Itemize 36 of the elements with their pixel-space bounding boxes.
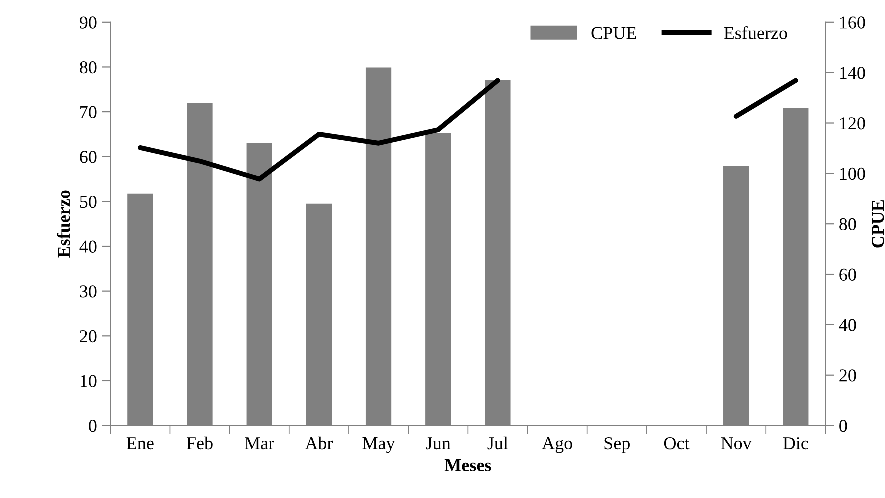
y-tick-label: 0 — [89, 420, 97, 432]
y2-tick-label: 0 — [840, 420, 848, 432]
legend-label: CPUE — [592, 27, 636, 40]
y2-tick-label: 40 — [839, 319, 856, 332]
y-tick-label: 50 — [80, 196, 97, 208]
x-axis-title: Meses — [444, 460, 492, 472]
y-tick-label: 20 — [80, 330, 97, 343]
x-tick-label: Abr — [305, 436, 334, 450]
y-tick-label: 70 — [80, 106, 97, 118]
y2-tick-label: 20 — [840, 370, 856, 382]
x-tick-label: Nov — [721, 438, 752, 450]
x-tick-label: May — [362, 438, 396, 454]
legend-label: Esfuerzo — [724, 26, 788, 40]
x-tick-label: Ago — [542, 437, 572, 454]
y-tick-label: 80 — [80, 61, 97, 74]
y2-axis-title: CPUE — [872, 200, 884, 248]
y-tick-label: 60 — [80, 151, 97, 164]
y-tick-label: 30 — [80, 286, 97, 298]
x-tick-label: Jun — [426, 438, 451, 450]
x-tick-label: Ene — [126, 438, 154, 450]
y-tick-label: 90 — [80, 16, 97, 29]
x-tick-label: Oct — [664, 437, 690, 450]
y2-tick-label: 60 — [840, 268, 856, 281]
y2-tick-label: 80 — [840, 218, 856, 231]
y2-tick-label: 100 — [840, 168, 866, 180]
x-tick-label: Dic — [783, 437, 808, 450]
x-tick-label: Sep — [604, 437, 630, 454]
y2-tick-label: 140 — [840, 67, 866, 80]
y2-tick-label: 120 — [840, 118, 866, 130]
y-tick-label: 40 — [80, 240, 97, 253]
x-tick-label: Feb — [186, 436, 213, 450]
x-tick-label: Jul — [488, 436, 508, 450]
y-tick-label: 10 — [80, 375, 97, 388]
y-axis-title: Esfuerzo — [57, 190, 70, 258]
y2-tick-label: 160 — [840, 16, 866, 29]
x-tick-label: Mar — [245, 438, 274, 450]
